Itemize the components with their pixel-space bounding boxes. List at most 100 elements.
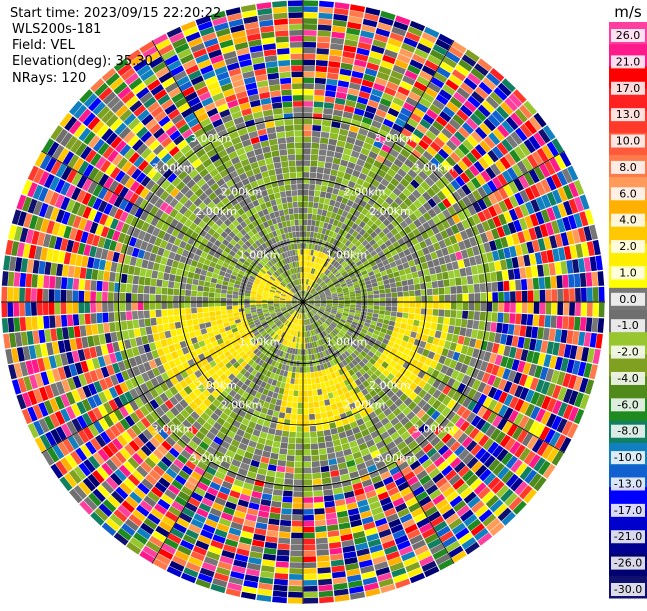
velocity-gate (262, 298, 268, 300)
velocity-gate (330, 49, 343, 56)
velocity-gate (233, 312, 239, 316)
velocity-gate (291, 545, 303, 551)
velocity-gate (292, 402, 297, 408)
velocity-gate (305, 337, 307, 343)
velocity-gate (221, 294, 227, 298)
velocity-gate (96, 302, 102, 312)
velocity-gate (204, 281, 210, 287)
velocity-gate (120, 302, 126, 311)
velocity-gate (275, 567, 288, 574)
velocity-gate (477, 330, 484, 340)
velocity-gate (293, 491, 302, 497)
velocity-gate (305, 261, 307, 267)
velocity-gate (297, 409, 302, 415)
velocity-gate (325, 501, 335, 508)
velocity-gate (84, 291, 90, 302)
velocity-gate (305, 255, 308, 261)
velocity-gate (492, 312, 498, 322)
velocity-gate (290, 556, 303, 562)
velocity-gate (315, 526, 326, 532)
velocity-gate (502, 270, 509, 280)
velocity-gate (391, 287, 397, 292)
velocity-gate (527, 278, 533, 289)
velocity-gate (299, 385, 303, 391)
velocity-gate (191, 296, 197, 301)
velocity-gate (306, 249, 309, 255)
velocity-gate (415, 296, 421, 302)
velocity-gate (335, 146, 344, 153)
velocity-gate (386, 307, 392, 312)
velocity-gate (13, 303, 19, 317)
velocity-gate (335, 420, 343, 427)
velocity-gate (303, 403, 308, 409)
velocity-gate (146, 269, 153, 277)
velocity-gate (298, 391, 303, 397)
velocity-gate (439, 309, 445, 316)
velocity-gate (429, 329, 436, 337)
velocity-gate (313, 366, 317, 372)
velocity-gate (13, 287, 19, 301)
velocity-gate (311, 143, 319, 149)
velocity-gate (319, 585, 333, 592)
velocity-gate (215, 298, 221, 302)
velocity-gate (294, 385, 299, 391)
velocity-gate (210, 283, 216, 288)
velocity-gate (67, 303, 73, 314)
velocity-gate (374, 306, 380, 310)
velocity-gate (442, 272, 449, 280)
velocity-gate (531, 327, 538, 339)
velocity-gate (329, 133, 338, 140)
velocity-gate (102, 281, 108, 291)
velocity-gate (111, 332, 118, 342)
velocity-gate (367, 312, 373, 316)
velocity-gate (356, 299, 362, 302)
velocity-gate (475, 293, 481, 302)
velocity-gate (192, 313, 198, 319)
velocity-gate (153, 263, 160, 271)
velocity-gate (138, 302, 144, 310)
velocity-gate (338, 304, 344, 306)
velocity-gate (404, 268, 411, 275)
velocity-gate (203, 307, 209, 312)
velocity-gate (317, 209, 322, 215)
velocity-gate (298, 343, 301, 349)
velocity-gate (510, 291, 516, 301)
velocity-gate (313, 390, 318, 396)
velocity-gate (409, 308, 415, 314)
velocity-gate (80, 267, 87, 278)
velocity-gate (270, 398, 276, 405)
velocity-gate (155, 295, 161, 302)
velocity-gate (322, 120, 331, 127)
velocity-gate (427, 302, 433, 308)
velocity-gate (292, 515, 303, 521)
velocity-gate (7, 287, 13, 301)
velocity-gate (269, 513, 280, 520)
velocity-gate (331, 565, 345, 572)
velocity-gate (267, 530, 279, 537)
velocity-gate (303, 208, 308, 214)
velocity-gate (316, 383, 321, 389)
velocity-gate (33, 260, 40, 274)
velocity-gate (334, 152, 342, 159)
velocity-gate (325, 192, 331, 199)
velocity-gate (284, 389, 289, 395)
velocity-gate (321, 466, 330, 473)
velocity-gate (303, 503, 313, 509)
velocity-gate (138, 285, 144, 293)
velocity-gate (79, 314, 85, 325)
velocity-gate (321, 186, 328, 192)
velocity-gate (546, 290, 552, 302)
velocity-gate (413, 320, 419, 327)
velocity-gate (331, 194, 338, 201)
velocity-gate (244, 305, 250, 308)
velocity-gate (197, 302, 203, 307)
velocity-gate (480, 293, 486, 302)
velocity-gate (305, 343, 308, 349)
velocity-gate (454, 269, 461, 277)
velocity-gate (446, 333, 453, 341)
velocity-gate (581, 288, 587, 302)
velocity-gate (423, 328, 430, 335)
velocity-gate (281, 401, 287, 407)
velocity-gate (222, 314, 228, 319)
